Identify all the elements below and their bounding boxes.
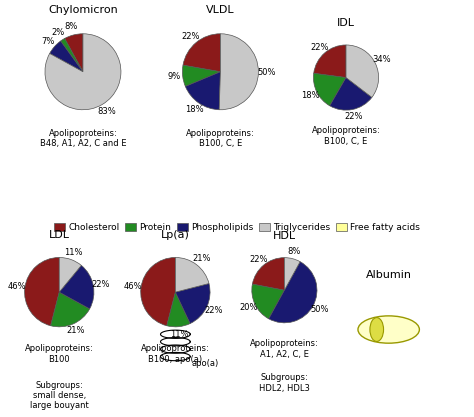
Wedge shape — [141, 257, 175, 326]
Text: 22%: 22% — [204, 306, 223, 315]
Text: 22%: 22% — [91, 280, 110, 289]
Wedge shape — [59, 257, 82, 292]
Title: HDL: HDL — [273, 231, 296, 241]
Text: 21%: 21% — [192, 254, 210, 263]
Text: Subgroups:
small dense,
large bouyant: Subgroups: small dense, large bouyant — [30, 381, 89, 410]
Text: 34%: 34% — [373, 55, 391, 65]
Title: VLDL: VLDL — [206, 5, 235, 15]
Wedge shape — [313, 73, 346, 106]
Wedge shape — [25, 257, 59, 326]
Text: Apolipoproteins:
B100: Apolipoproteins: B100 — [25, 344, 94, 364]
Text: 18%: 18% — [185, 106, 203, 114]
Text: Apolipoproteins:
B100, C, E: Apolipoproteins: B100, C, E — [186, 129, 255, 148]
Wedge shape — [64, 34, 83, 72]
Wedge shape — [51, 292, 90, 327]
Wedge shape — [185, 72, 220, 110]
Wedge shape — [330, 78, 372, 110]
Wedge shape — [219, 34, 258, 110]
Text: 8%: 8% — [288, 247, 301, 256]
Ellipse shape — [370, 318, 383, 342]
Text: 7%: 7% — [42, 37, 55, 45]
Wedge shape — [175, 257, 209, 292]
Wedge shape — [183, 34, 220, 72]
Text: 22%: 22% — [310, 43, 329, 52]
Text: Subgroups:
HDL2, HDL3: Subgroups: HDL2, HDL3 — [259, 373, 310, 393]
Text: 20%: 20% — [239, 303, 258, 311]
Text: 22%: 22% — [182, 32, 200, 41]
Wedge shape — [252, 284, 284, 319]
Wedge shape — [50, 41, 83, 72]
Wedge shape — [59, 266, 94, 309]
Wedge shape — [314, 45, 346, 78]
Title: Lp(a): Lp(a) — [161, 230, 190, 240]
Wedge shape — [61, 38, 83, 72]
Text: Apolipoproteins:
B48, A1, A2, C and E: Apolipoproteins: B48, A1, A2, C and E — [40, 129, 126, 148]
Text: 46%: 46% — [124, 282, 143, 291]
Text: 11%: 11% — [64, 248, 83, 257]
Text: 83%: 83% — [97, 107, 116, 116]
Text: apo(a): apo(a) — [192, 359, 219, 368]
Text: 18%: 18% — [301, 90, 319, 100]
Text: Apolipoproteins:
B100, C, E: Apolipoproteins: B100, C, E — [311, 126, 381, 146]
Title: LDL: LDL — [49, 230, 70, 240]
Wedge shape — [269, 262, 317, 323]
Legend: Cholesterol, Protein, Phospholipids, Triglycerides, Free fatty acids: Cholesterol, Protein, Phospholipids, Tri… — [54, 223, 420, 232]
Title: Albumin: Albumin — [365, 271, 412, 281]
Title: IDL: IDL — [337, 18, 355, 28]
Text: 8%: 8% — [65, 23, 78, 31]
Wedge shape — [45, 34, 121, 110]
Text: Apolipoproteins:
A1, A2, C, E: Apolipoproteins: A1, A2, C, E — [250, 339, 319, 359]
Text: Apolipoproteins:
B100, apo(a): Apolipoproteins: B100, apo(a) — [141, 344, 210, 364]
Wedge shape — [182, 65, 220, 86]
Wedge shape — [175, 284, 210, 324]
Wedge shape — [346, 45, 379, 98]
Text: 50%: 50% — [257, 68, 276, 77]
Text: 11%: 11% — [170, 330, 189, 339]
Text: 22%: 22% — [250, 255, 268, 264]
Wedge shape — [284, 258, 300, 290]
Text: 46%: 46% — [8, 282, 27, 291]
Text: 21%: 21% — [67, 327, 85, 336]
Text: 9%: 9% — [168, 73, 181, 81]
Ellipse shape — [358, 316, 419, 343]
Text: 50%: 50% — [310, 305, 328, 314]
Wedge shape — [252, 258, 284, 290]
Text: 2%: 2% — [52, 28, 65, 37]
Title: Chylomicron: Chylomicron — [48, 5, 118, 15]
Text: 22%: 22% — [345, 112, 363, 121]
Wedge shape — [167, 292, 190, 327]
